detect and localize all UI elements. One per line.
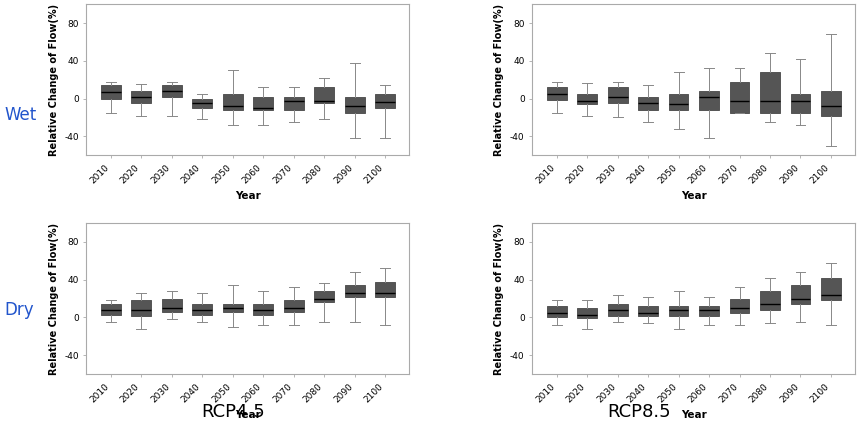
PathPatch shape xyxy=(821,91,841,116)
Y-axis label: Relative Change of Flow(%): Relative Change of Flow(%) xyxy=(494,4,505,156)
X-axis label: Year: Year xyxy=(235,410,261,420)
PathPatch shape xyxy=(729,298,749,313)
Text: Dry: Dry xyxy=(4,301,34,319)
Y-axis label: Relative Change of Flow(%): Relative Change of Flow(%) xyxy=(48,4,59,156)
PathPatch shape xyxy=(345,285,365,297)
PathPatch shape xyxy=(162,85,181,97)
PathPatch shape xyxy=(669,94,689,110)
PathPatch shape xyxy=(223,304,243,312)
X-axis label: Year: Year xyxy=(235,191,261,201)
PathPatch shape xyxy=(314,87,334,103)
PathPatch shape xyxy=(638,306,658,315)
PathPatch shape xyxy=(699,91,719,110)
X-axis label: Year: Year xyxy=(681,191,707,201)
PathPatch shape xyxy=(760,72,780,113)
PathPatch shape xyxy=(791,94,810,113)
PathPatch shape xyxy=(131,91,151,103)
PathPatch shape xyxy=(669,306,689,315)
Text: RCP4.5: RCP4.5 xyxy=(201,403,265,421)
PathPatch shape xyxy=(314,291,334,302)
PathPatch shape xyxy=(821,278,841,300)
PathPatch shape xyxy=(375,281,395,297)
PathPatch shape xyxy=(193,304,213,314)
PathPatch shape xyxy=(699,306,719,315)
PathPatch shape xyxy=(131,300,151,315)
PathPatch shape xyxy=(101,304,121,314)
PathPatch shape xyxy=(345,97,365,113)
PathPatch shape xyxy=(760,291,780,310)
PathPatch shape xyxy=(729,82,749,113)
PathPatch shape xyxy=(607,304,627,315)
PathPatch shape xyxy=(791,285,810,304)
PathPatch shape xyxy=(607,87,627,103)
Text: RCP8.5: RCP8.5 xyxy=(607,403,671,421)
Text: Wet: Wet xyxy=(4,106,36,124)
PathPatch shape xyxy=(253,97,273,110)
PathPatch shape xyxy=(162,298,181,312)
PathPatch shape xyxy=(193,99,213,108)
PathPatch shape xyxy=(577,308,597,318)
PathPatch shape xyxy=(547,306,567,317)
PathPatch shape xyxy=(223,94,243,110)
PathPatch shape xyxy=(253,304,273,314)
PathPatch shape xyxy=(283,300,303,312)
PathPatch shape xyxy=(375,94,395,108)
PathPatch shape xyxy=(547,87,567,100)
PathPatch shape xyxy=(638,97,658,110)
PathPatch shape xyxy=(283,97,303,110)
Y-axis label: Relative Change of Flow(%): Relative Change of Flow(%) xyxy=(48,222,59,374)
PathPatch shape xyxy=(577,94,597,104)
X-axis label: Year: Year xyxy=(681,410,707,420)
Y-axis label: Relative Change of Flow(%): Relative Change of Flow(%) xyxy=(494,222,505,374)
PathPatch shape xyxy=(101,85,121,99)
